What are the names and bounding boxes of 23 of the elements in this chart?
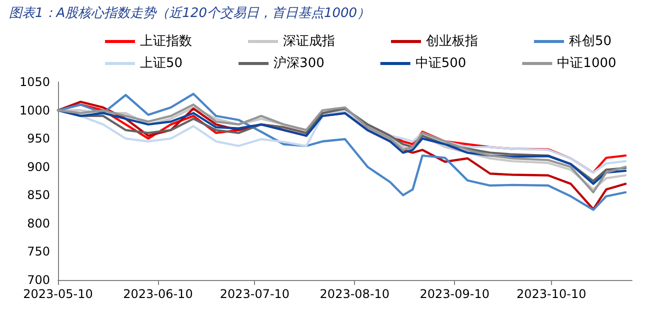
legend-label: 沪深300 [274, 55, 324, 71]
legend-label: 上证指数 [140, 34, 192, 49]
legend-label: 中证500 [415, 56, 466, 71]
y-tick-label: 1050 [19, 75, 50, 89]
y-tick-label: 700 [27, 273, 50, 287]
x-tick-label: 2023-08-10 [320, 287, 390, 301]
y-tick-label: 1000 [19, 103, 50, 118]
legend-label: 科创50 [569, 34, 612, 49]
legend-label: 上证50 [140, 56, 183, 71]
x-tick-label: 2023-10-10 [516, 287, 586, 301]
y-tick-label: 950 [27, 132, 50, 146]
x-tick-label: 2023-05-10 [23, 287, 93, 301]
y-tick-label: 750 [27, 244, 50, 259]
y-tick-label: 800 [27, 216, 50, 230]
x-tick-label: 2023-09-10 [420, 287, 490, 301]
legend-label: 中证1000 [557, 56, 616, 71]
y-tick-label: 900 [27, 160, 50, 174]
x-tick-label: 2023-07-10 [220, 287, 290, 301]
legend-label: 深证成指 [283, 34, 335, 49]
x-tick-label: 2023-06-10 [123, 287, 193, 301]
chart-title: 图表1：A股核心指数走势（近120个交易日，首日基点1000） [9, 5, 370, 21]
y-tick-label: 850 [27, 188, 50, 202]
legend-label: 创业板指 [426, 34, 478, 49]
